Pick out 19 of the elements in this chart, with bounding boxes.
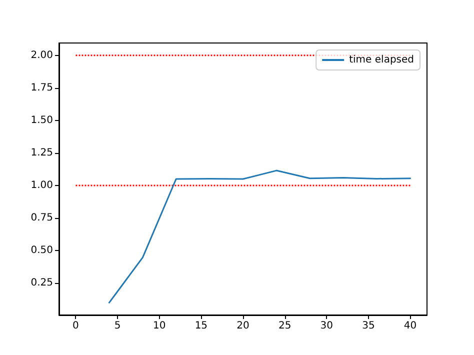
x-tick-label: 0 [72,320,79,332]
x-tick-label: 35 [362,320,375,332]
x-tick-label: 40 [404,320,417,332]
y-tick-label: 0.25 [30,278,53,289]
x-tick-label: 10 [152,320,166,332]
y-tick-label: 1.00 [30,180,53,192]
x-tick-label: 20 [236,320,250,332]
x-tick-label: 25 [278,320,292,332]
legend-label: time elapsed [349,54,414,66]
y-tick-label: 1.75 [30,82,53,94]
x-tick-label: 30 [320,320,334,332]
y-tick-label: 1.25 [30,147,53,158]
y-tick-label: 0.75 [30,212,53,224]
x-tick-label: 15 [194,320,208,332]
y-tick-label: 0.50 [30,245,53,256]
x-tick-label: 5 [114,320,121,332]
y-tick-label: 2.00 [30,50,53,61]
y-tick-label: 1.50 [30,114,53,126]
line-series [108,170,412,304]
